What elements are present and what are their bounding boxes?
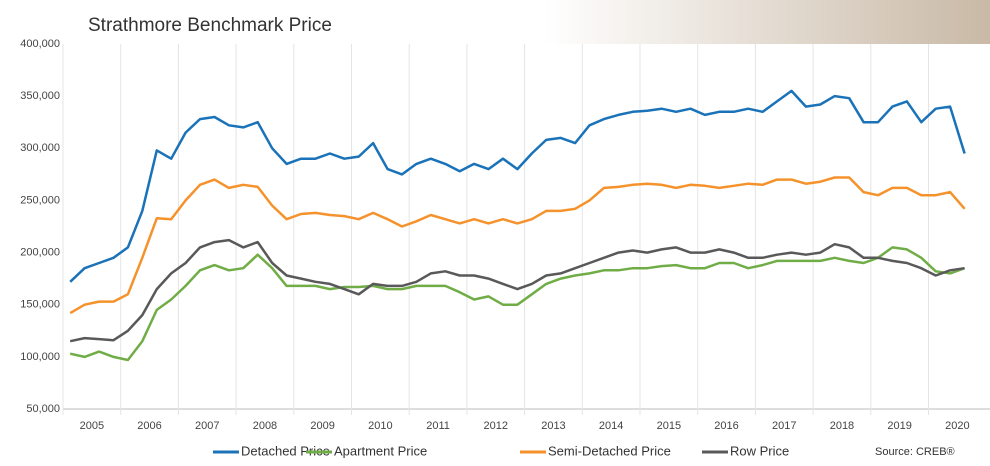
series-line <box>69 89 966 283</box>
source-note: Source: CREB® <box>875 446 955 458</box>
x-tick-label: 2015 <box>657 420 681 432</box>
x-tick-label: 2020 <box>945 420 969 432</box>
y-tick-label: 50,000 <box>26 403 60 415</box>
x-tick-label: 2016 <box>714 420 738 432</box>
x-tick-label: 2005 <box>80 420 104 432</box>
y-tick-label: 150,000 <box>20 299 60 311</box>
x-tick-label: 2006 <box>137 420 161 432</box>
series-line <box>69 176 966 315</box>
y-tick-label: 400,000 <box>20 38 60 50</box>
y-tick-label: 250,000 <box>20 194 60 206</box>
y-tick-label: 350,000 <box>20 90 60 102</box>
x-tick-label: 2010 <box>368 420 392 432</box>
x-tick-label: 2012 <box>484 420 508 432</box>
legend-label: Semi-Detached Price <box>548 443 671 458</box>
x-tick-label: 2008 <box>253 420 277 432</box>
y-tick-label: 200,000 <box>20 246 60 258</box>
y-tick-label: 100,000 <box>20 351 60 363</box>
x-tick-label: 2013 <box>541 420 565 432</box>
x-tick-label: 2009 <box>310 420 334 432</box>
x-tick-label: 2011 <box>426 420 450 432</box>
x-tick-label: 2017 <box>772 420 796 432</box>
x-tick-label: 2018 <box>830 420 854 432</box>
x-tick-label: 2007 <box>195 420 219 432</box>
legend-label: Row Price <box>730 443 789 458</box>
x-tick-label: 2019 <box>887 420 911 432</box>
x-tick-label: 2014 <box>599 420 623 432</box>
chart-title: Strathmore Benchmark Price <box>88 15 332 36</box>
y-tick-label: 300,000 <box>20 142 60 154</box>
title-box <box>0 0 345 44</box>
series-line <box>69 246 966 362</box>
legend-label: Apartment Price <box>334 443 427 458</box>
series-line <box>69 238 965 343</box>
legend-label: Detached Price <box>241 443 330 458</box>
